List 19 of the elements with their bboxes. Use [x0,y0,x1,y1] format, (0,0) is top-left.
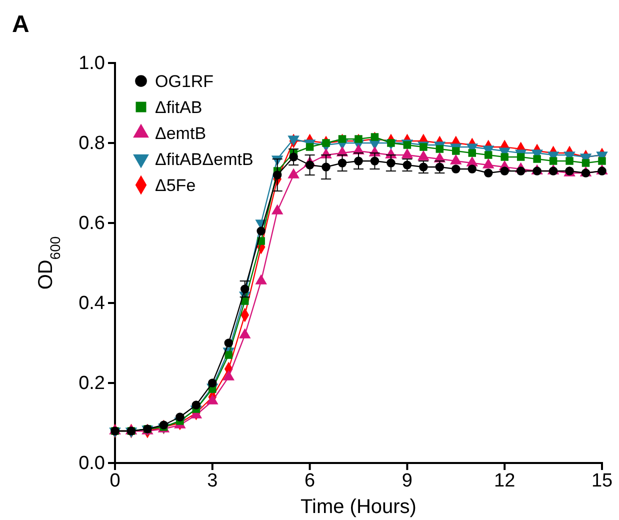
y-tick-label: 0.6 [78,213,105,234]
legend-label: Δ5Fe [155,176,196,195]
x-tick-label: 15 [591,470,613,492]
legend-label: OG1RF [155,72,214,91]
x-tick-label: 12 [494,470,516,492]
y-tick-label: 0.8 [78,133,105,154]
chart-title: A [12,11,30,38]
legend-label: ΔfitAB [155,98,202,117]
x-tick-label: 6 [304,470,316,492]
x-tick-label: 3 [207,470,218,492]
y-tick-label: 0.0 [78,453,105,474]
x-tick-label: 0 [110,470,120,492]
y-tick-label: 0.2 [78,373,105,394]
x-tick-label: 9 [402,470,412,492]
y-tick-label: 1.0 [78,53,105,74]
y-tick-label: 0.4 [78,293,106,314]
legend-label: ΔemtB [155,124,206,143]
legend-label: ΔfitABΔemtB [155,150,254,169]
x-axis-title: Time (Hours) [300,496,416,518]
